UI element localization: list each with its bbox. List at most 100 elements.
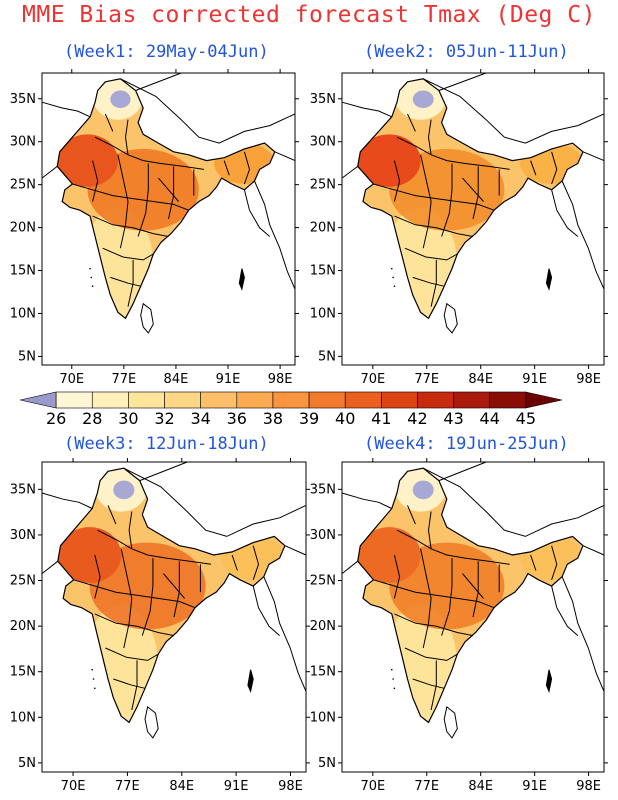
state-boundary xyxy=(124,119,129,155)
map-frame xyxy=(341,461,605,773)
lat-label: 25N xyxy=(10,574,36,589)
state-boundary xyxy=(94,613,175,637)
state-boundary xyxy=(430,259,437,307)
state-boundary xyxy=(94,136,204,170)
india-outline xyxy=(357,78,584,320)
lakshadweep-islands xyxy=(91,285,94,287)
state-boundary xyxy=(407,113,416,132)
lat-label: 30N xyxy=(310,528,336,543)
country-boundary xyxy=(551,189,579,237)
state-boundary xyxy=(420,548,432,649)
sri-lanka-outline xyxy=(144,706,159,739)
colorbar-label: 26 xyxy=(46,409,66,428)
lakshadweep-islands xyxy=(390,668,393,671)
state-boundary xyxy=(441,558,453,636)
state-boundary xyxy=(373,183,495,211)
himalaya-cold-spot xyxy=(412,90,434,109)
colorbar-label: 40 xyxy=(335,409,355,428)
state-boundary xyxy=(128,511,133,549)
state-boundary xyxy=(231,554,238,571)
colorbar-label: 39 xyxy=(299,409,319,428)
lon-label: 70E xyxy=(360,372,385,387)
lon-label: 98E xyxy=(268,372,293,387)
state-boundary xyxy=(393,554,401,599)
colorbar-swatch xyxy=(128,391,165,409)
country-boundary xyxy=(252,585,280,636)
country-boundary xyxy=(41,166,58,179)
lakshadweep-islands xyxy=(90,276,93,279)
colorbar-swatch xyxy=(308,391,346,409)
andaman-islands xyxy=(238,268,245,291)
colorbar-label: 38 xyxy=(263,409,283,428)
state-boundary xyxy=(107,505,117,525)
state-boundary xyxy=(158,177,179,202)
colorbar-label: 42 xyxy=(407,409,427,428)
andaman-islands xyxy=(545,669,553,694)
lat-label: 20N xyxy=(10,221,36,236)
state-boundary xyxy=(163,573,185,599)
state-boundary xyxy=(530,160,537,176)
state-boundary xyxy=(396,529,510,565)
colorbar-swatch-high xyxy=(525,391,563,409)
lat-label: 25N xyxy=(10,178,36,193)
state-boundary xyxy=(427,119,432,155)
colorbar-swatch xyxy=(272,391,310,409)
lat-label: 10N xyxy=(310,710,336,725)
himalaya-cold-spot xyxy=(412,480,434,500)
colorbar-label: 44 xyxy=(480,409,500,428)
lat-label: 5N xyxy=(318,756,336,771)
lat-label: 20N xyxy=(310,221,336,236)
lat-label: 5N xyxy=(318,349,336,364)
lat-label: 25N xyxy=(310,574,336,589)
map-frame xyxy=(41,461,307,773)
colorbar-swatch xyxy=(381,391,418,409)
map-frame xyxy=(41,72,296,366)
state-boundary xyxy=(92,160,99,202)
state-boundary xyxy=(105,647,159,661)
state-boundary xyxy=(530,554,537,571)
state-boundary xyxy=(127,259,134,307)
state-boundary xyxy=(102,247,154,261)
lon-label: 70E xyxy=(360,779,385,794)
country-boundary xyxy=(120,78,296,144)
country-boundary xyxy=(341,492,393,509)
lat-label: 10N xyxy=(310,306,336,321)
state-boundary xyxy=(420,154,432,249)
country-boundary xyxy=(263,576,307,692)
colorbar-swatch xyxy=(164,391,201,409)
lon-label: 70E xyxy=(61,779,86,794)
lat-label: 15N xyxy=(310,665,336,680)
state-boundary xyxy=(394,215,474,237)
state-boundary xyxy=(252,545,260,580)
temperature-contours xyxy=(357,468,583,723)
state-boundary xyxy=(462,573,484,599)
lon-label: 91E xyxy=(522,779,547,794)
map-frame xyxy=(341,72,605,366)
country-boundary xyxy=(438,72,487,91)
lakshadweep-islands xyxy=(91,668,93,671)
india-outline xyxy=(56,78,276,320)
country-boundary xyxy=(341,101,393,118)
northwest-heat-zone xyxy=(57,527,122,583)
country-boundary xyxy=(582,545,605,556)
lon-label: 77E xyxy=(115,779,140,794)
colorbar-swatch xyxy=(489,391,527,409)
state-boundary xyxy=(137,163,149,237)
state-boundary xyxy=(104,113,114,132)
colorbar-swatch xyxy=(236,391,274,409)
colorbar-label: 28 xyxy=(82,409,102,428)
state-boundary xyxy=(117,154,129,249)
state-boundary xyxy=(120,548,133,649)
state-boundary xyxy=(427,511,432,549)
country-boundary xyxy=(135,72,182,91)
state-boundary xyxy=(551,545,558,580)
state-boundary xyxy=(243,151,251,185)
state-boundary xyxy=(404,647,458,661)
india-outline xyxy=(357,467,584,724)
country-boundary xyxy=(582,151,605,162)
state-boundary xyxy=(394,613,474,637)
country-boundary xyxy=(422,78,605,144)
state-boundary xyxy=(94,554,101,599)
state-boundary xyxy=(110,276,141,287)
